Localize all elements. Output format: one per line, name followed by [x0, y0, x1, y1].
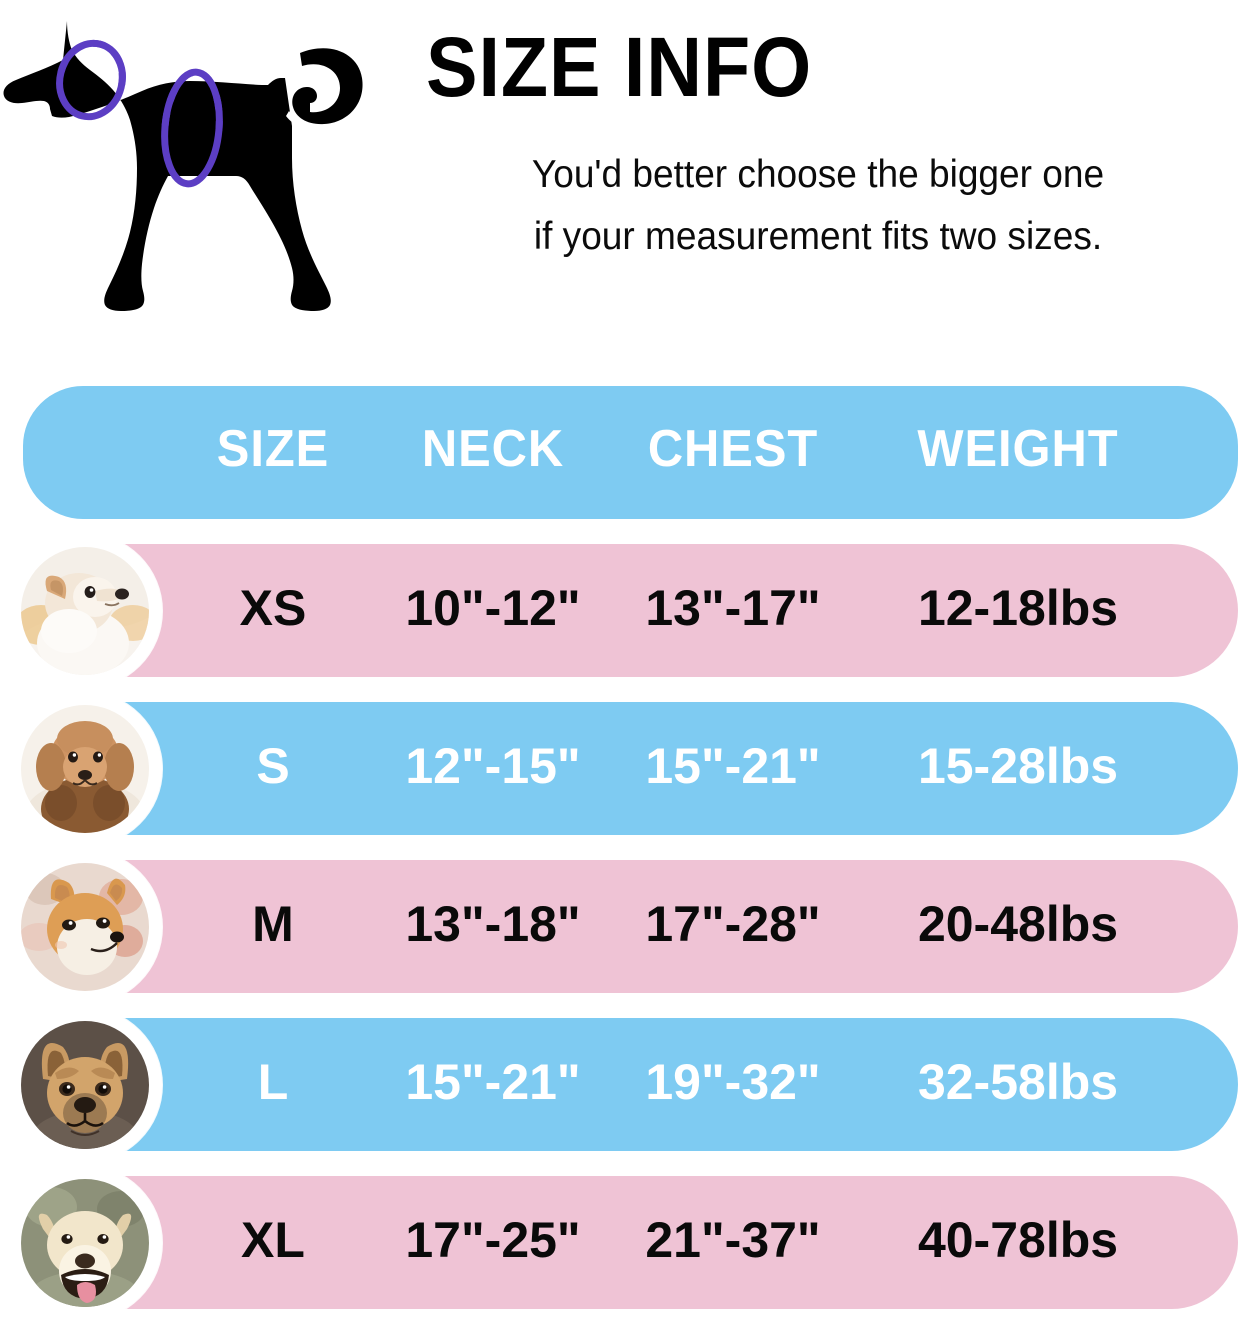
- cell-chest: 17"-28": [645, 895, 821, 952]
- cell-size: L: [257, 1053, 289, 1110]
- header-bar: SIZE NECK CHEST WEIGHT: [23, 386, 1238, 519]
- page-title: SIZE INFO: [426, 20, 813, 114]
- cell-size: XS: [239, 579, 307, 636]
- table-row: S 12"-15" 15"-21" 15-28lbs: [0, 691, 1247, 846]
- breed-photo-pomeranian: [8, 533, 162, 688]
- cell-size: M: [252, 895, 294, 952]
- table-row: XS 10"-12" 13"-17" 12-18lbs: [0, 533, 1247, 688]
- cell-weight: 32-58lbs: [917, 1053, 1119, 1110]
- row-bar-xl: XL 17"-25" 21"-37" 40-78lbs: [23, 1176, 1238, 1309]
- cell-neck: 13"-18": [405, 895, 581, 952]
- cell-neck: 15"-21": [405, 1053, 581, 1110]
- table-row: XL 17"-25" 21"-37" 40-78lbs: [0, 1165, 1247, 1320]
- column-header-neck: NECK: [421, 419, 565, 478]
- row-bar-m: M 13"-18" 17"-28" 20-48lbs: [23, 860, 1238, 993]
- cell-weight: 15-28lbs: [917, 737, 1119, 794]
- column-header-chest: CHEST: [647, 419, 819, 478]
- cell-chest: 21"-37": [645, 1211, 821, 1268]
- subtitle-line-1: You'd better choose the bigger one: [531, 153, 1105, 196]
- column-header-weight: WEIGHT: [917, 419, 1119, 478]
- cell-size: XL: [241, 1211, 305, 1268]
- breed-photo-shiba-inu: [8, 849, 162, 1004]
- cell-chest: 15"-21": [645, 737, 821, 794]
- cell-weight: 20-48lbs: [917, 895, 1119, 952]
- row-bar-s: S 12"-15" 15"-21" 15-28lbs: [23, 702, 1238, 835]
- subtitle-line-2: if your measurement fits two sizes.: [533, 215, 1103, 258]
- cell-chest: 13"-17": [645, 579, 821, 636]
- row-bar-l: L 15"-21" 19"-32" 32-58lbs: [23, 1018, 1238, 1151]
- table-row: L 15"-21" 19"-32" 32-58lbs: [0, 1007, 1247, 1162]
- subtitle: You'd better choose the bigger one if yo…: [438, 144, 1198, 268]
- column-header-size: SIZE: [216, 419, 330, 478]
- cell-neck: 12"-15": [405, 737, 581, 794]
- dog-silhouette-icon: [0, 8, 400, 328]
- cell-weight: 40-78lbs: [917, 1211, 1119, 1268]
- table-header-row: SIZE NECK CHEST WEIGHT: [0, 386, 1247, 519]
- breed-photo-labrador: [8, 1165, 162, 1320]
- breed-photo-poodle: [8, 691, 162, 846]
- headline-block: SIZE INFO You'd better choose the bigger…: [418, 18, 1218, 268]
- cell-size: S: [256, 737, 290, 794]
- breed-photo-french-bulldog: [8, 1007, 162, 1162]
- size-table: SIZE NECK CHEST WEIGHT XS 10"-12" 13"-17…: [0, 386, 1247, 1334]
- header-section: SIZE INFO You'd better choose the bigger…: [0, 0, 1247, 360]
- cell-neck: 10"-12": [405, 579, 581, 636]
- cell-neck: 17"-25": [405, 1211, 581, 1268]
- row-bar-xs: XS 10"-12" 13"-17" 12-18lbs: [23, 544, 1238, 677]
- cell-chest: 19"-32": [645, 1053, 821, 1110]
- cell-weight: 12-18lbs: [917, 579, 1119, 636]
- table-row: M 13"-18" 17"-28" 20-48lbs: [0, 849, 1247, 1004]
